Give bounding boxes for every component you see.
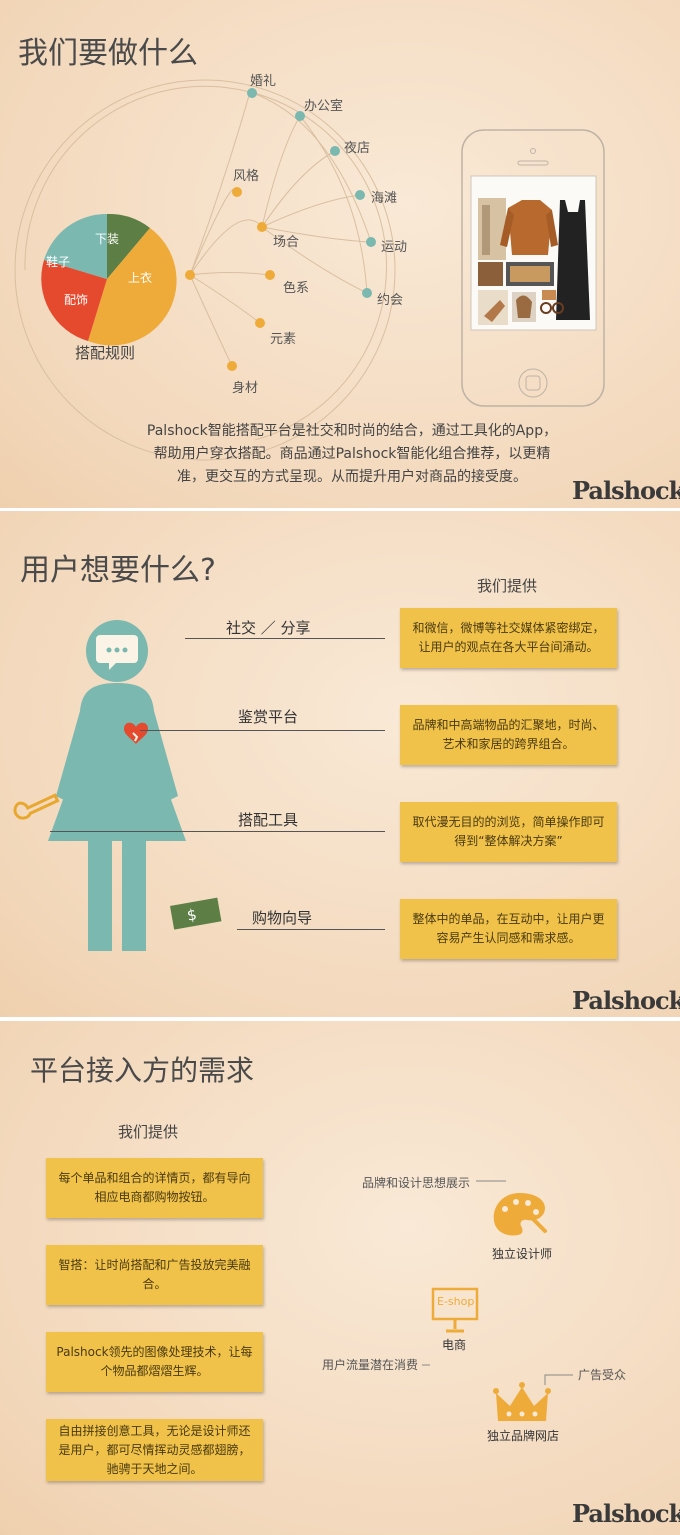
node-color — [265, 270, 275, 280]
pie-slice-shoes — [44, 213, 107, 279]
palshock-logo: Palshock — [572, 1499, 680, 1528]
label-date: 约会 — [377, 293, 404, 308]
need-underline — [185, 638, 385, 639]
slide-title: 用户想要什么? — [20, 553, 216, 588]
pie-slice-accessories — [41, 260, 107, 341]
need-appreciation-platform: 鉴赏平台 — [238, 708, 299, 726]
slide-what-we-do: 我们要做什么 — [0, 0, 680, 508]
offer-image-processing: Palshock领先的图像处理技术，让每个物品都熠熠生辉。 — [46, 1332, 263, 1392]
node-office — [295, 111, 305, 121]
user-body — [48, 683, 186, 841]
benefit-brand-store: 广告受众 — [578, 1368, 627, 1382]
slide-partner-needs: 平台接入方的需求 我们提供 每个单品和组合的详情页，都有导向相应电商都购物按钮。… — [0, 1021, 680, 1535]
offer-interactive-items: 整体中的单品，在互动中，让用户更容易产生认同感和需求感。 — [400, 899, 617, 959]
need-social-share: 社交 ／ 分享 — [226, 619, 311, 637]
heart-icon — [124, 722, 148, 744]
label-style: 风格 — [233, 169, 260, 184]
need-shopping-guide: 购物向导 — [252, 909, 313, 927]
slide-title: 我们要做什么 — [18, 36, 198, 71]
crown-icon — [493, 1382, 551, 1421]
style-network-diagram — [14, 79, 605, 461]
offer-product-detail: 每个单品和组合的详情页，都有导向相应电商都购物按钮。 — [46, 1158, 263, 1218]
palshock-logo: Palshock — [572, 476, 680, 505]
label-occasion: 场合 — [273, 235, 300, 250]
wrench-icon — [13, 793, 60, 820]
node-date — [362, 288, 372, 298]
partner-icons — [422, 1180, 573, 1421]
need-underline — [140, 730, 385, 731]
offer-complete-solution: 取代漫无目的的浏览，简单操作即可得到“整体解决方案” — [400, 802, 617, 862]
pie-label-accessories: 配饰 — [64, 293, 89, 307]
label-element: 元素 — [270, 332, 297, 347]
user-figure-illustration — [13, 620, 222, 951]
node-sport — [366, 237, 376, 247]
node-element — [255, 318, 265, 328]
label-color: 色系 — [283, 281, 310, 296]
slide-user-needs: 用户想要什么? 我们提供 $ 社交 ／ 分享 鉴赏平台 搭配工具 购物向导 和微 — [0, 511, 680, 1017]
partner-ecommerce: 电商 — [442, 1338, 467, 1352]
pie-label-tops: 上衣 — [128, 271, 153, 285]
label-beach: 海滩 — [371, 191, 398, 206]
label-wedding: 婚礼 — [250, 74, 277, 89]
label-nightclub: 夜店 — [344, 141, 371, 156]
we-provide-heading: 我们提供 — [118, 1123, 179, 1141]
benefit-ecommerce: 用户流量潜在消费 — [322, 1358, 419, 1372]
hub-node — [185, 270, 195, 280]
partner-brand-store: 独立品牌网店 — [487, 1429, 560, 1443]
pie-label-shoes: 鞋子 — [46, 255, 71, 269]
palette-icon — [493, 1193, 547, 1236]
money-icon — [170, 897, 222, 930]
we-provide-heading: 我们提供 — [477, 577, 538, 595]
platform-description: Palshock智能搭配平台是社交和时尚的结合，通过工具化的App，帮助用户穿衣… — [146, 423, 558, 485]
pie-label-bottoms: 下装 — [95, 232, 120, 246]
monitor-icon — [431, 1287, 479, 1333]
pie-caption: 搭配规则 — [75, 344, 136, 362]
offer-brand-hub: 品牌和中高端物品的汇聚地，时尚、艺术和家居的跨界组合。 — [400, 705, 617, 765]
need-underline — [50, 831, 385, 832]
label-body: 身材 — [232, 381, 259, 396]
eshop-screen-label: E-shop — [437, 1295, 475, 1308]
label-sport: 运动 — [381, 240, 408, 255]
outer-ring — [14, 79, 396, 461]
pie-slice-tops — [88, 228, 177, 346]
offer-creative-tool: 自由拼接创意工具，无论是设计师还是用户，都可尽情挥动灵感都翅膀，驰骋于天地之间。 — [46, 1419, 263, 1481]
node-occasion — [257, 222, 267, 232]
offer-smart-styling-ads: 智搭：让时尚搭配和广告投放完美融合。 — [46, 1245, 263, 1305]
node-wedding — [247, 88, 257, 98]
slide-title: 平台接入方的需求 — [30, 1054, 255, 1087]
pie-chart — [41, 213, 177, 346]
benefit-designer: 品牌和设计思想展示 — [362, 1176, 471, 1190]
node-style — [232, 187, 242, 197]
need-underline — [237, 929, 385, 930]
need-styling-tool: 搭配工具 — [238, 811, 299, 829]
palshock-logo: Palshock — [572, 986, 680, 1015]
node-nightclub — [330, 146, 340, 156]
node-beach — [355, 190, 365, 200]
label-office: 办公室 — [304, 99, 344, 114]
partner-independent-designer: 独立设计师 — [492, 1247, 553, 1261]
pie-slice-bottoms — [107, 213, 150, 279]
offer-social-binding: 和微信，微博等社交媒体紧密绑定，让用户的观点在各大平台间涌动。 — [400, 608, 617, 668]
node-body — [227, 361, 237, 371]
phone-illustration — [461, 129, 605, 407]
